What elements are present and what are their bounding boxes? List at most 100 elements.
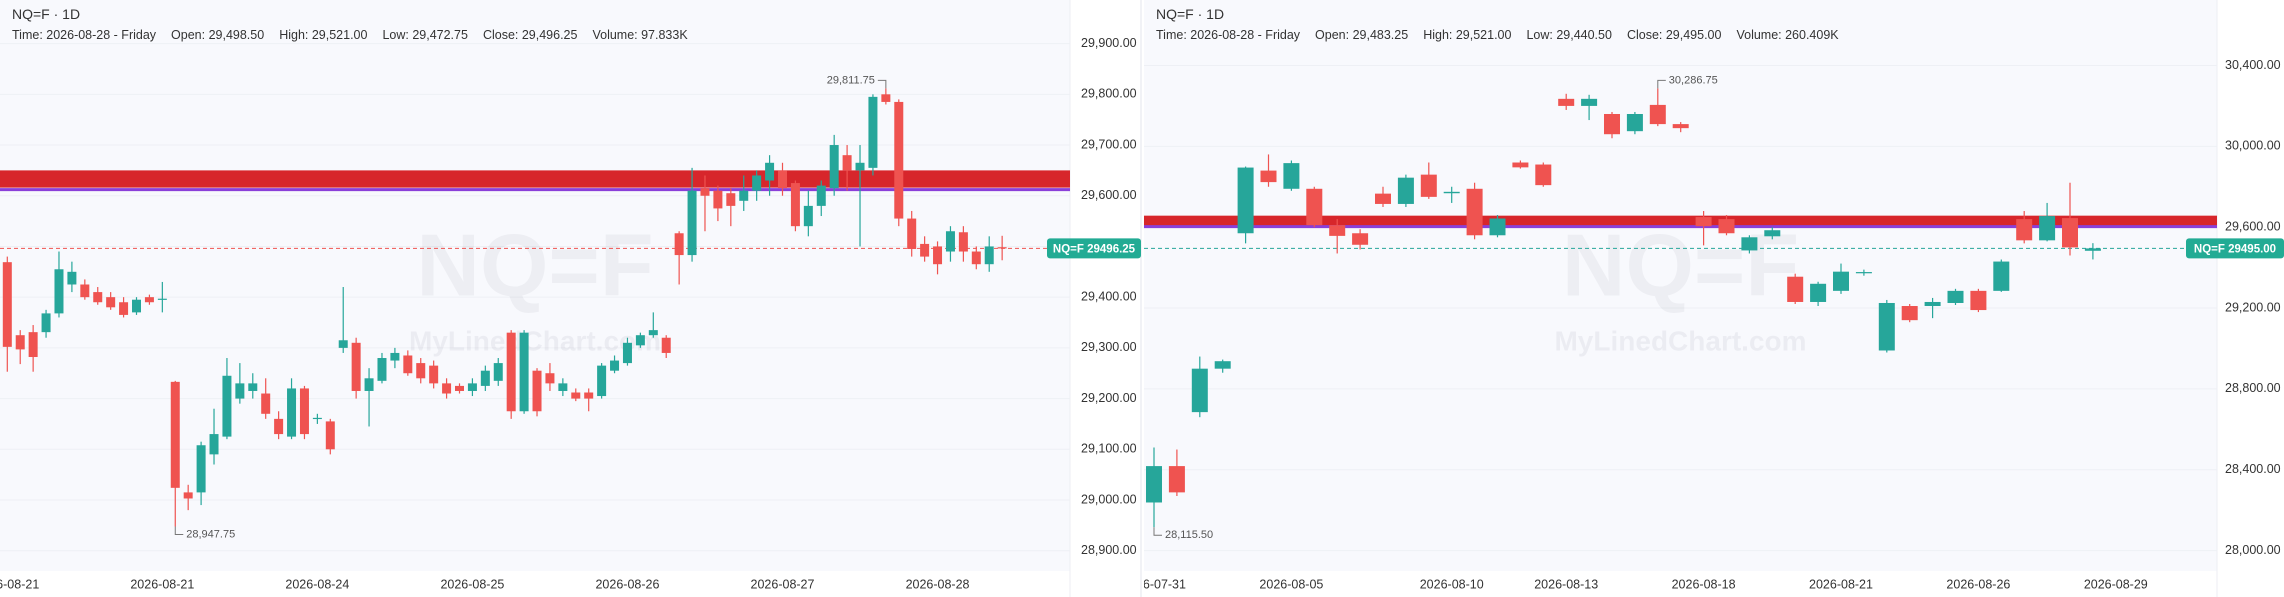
- candle-body: [1741, 237, 1758, 251]
- candle-body: [842, 155, 852, 171]
- price-tag-label: NQ=F 29496.25: [1053, 243, 1136, 255]
- x-tick-label: 2026-08-21: [0, 577, 39, 591]
- y-tick-label: 28,800.00: [2225, 381, 2281, 395]
- price-band: [0, 170, 1070, 188]
- x-tick-label: 2026-08-05: [1259, 577, 1323, 591]
- candle-body: [338, 340, 348, 348]
- candle-body: [377, 358, 387, 381]
- x-tick-label: 2026-08-27: [751, 577, 815, 591]
- info-item: Volume: 97.833K: [592, 28, 688, 42]
- y-tick-label: 29,800.00: [1081, 87, 1137, 101]
- candle-body: [480, 370, 490, 386]
- annotation-label: 30,286.75: [1669, 74, 1718, 86]
- candle-body: [984, 246, 994, 265]
- candle-body: [933, 246, 943, 265]
- candle-body: [635, 335, 645, 346]
- candle-body: [1260, 170, 1277, 183]
- y-tick-label: 29,600.00: [2225, 219, 2281, 233]
- candle-body: [1833, 271, 1849, 291]
- candle-body: [248, 383, 258, 391]
- candle-body: [299, 388, 309, 435]
- plot-area: NQ=F MyLinedChart.com 30,286.75 28,115.50: [1144, 64, 2217, 552]
- candle-body: [997, 247, 1007, 249]
- candle-body: [1329, 225, 1346, 236]
- candle-body: [15, 335, 25, 350]
- y-tick-label: 29,100.00: [1081, 442, 1137, 456]
- candle-body: [1649, 104, 1666, 125]
- candle-body: [752, 175, 762, 191]
- candle-body: [390, 352, 400, 361]
- candle-body: [364, 378, 374, 391]
- candle-body: [442, 383, 452, 394]
- x-tick-label: 2026-07-31: [1122, 577, 1186, 591]
- chart-title: NQ=F · 1D: [1156, 6, 1225, 22]
- candle-body: [429, 365, 439, 384]
- watermark: NQ=F: [1562, 215, 1799, 314]
- candle-body: [1306, 188, 1323, 226]
- annotation-leader: [1657, 79, 1666, 89]
- x-tick-label: 2026-08-21: [1809, 577, 1873, 591]
- candle-body: [713, 190, 723, 209]
- candle-body: [829, 145, 839, 189]
- y-tick-label: 30,400.00: [2225, 58, 2281, 72]
- info-item: High: 29,521.00: [279, 28, 368, 42]
- info-item: Time: 2026-08-28 - Friday: [1156, 28, 1301, 42]
- annotation-leader: [1153, 527, 1162, 536]
- candle-body: [106, 297, 116, 308]
- candle-body: [1581, 98, 1598, 106]
- candle-body: [1397, 177, 1414, 204]
- x-tick-label: 2026-08-24: [285, 577, 349, 591]
- watermark: MyLinedChart.com: [1554, 325, 1806, 356]
- candle-body: [700, 188, 710, 196]
- chart-header: NQ=F · 1D Time: 2026-08-28 - Friday Open: …: [1156, 6, 1839, 42]
- info-item: Low: 29,472.75: [382, 28, 468, 42]
- y-tick-label: 29,200.00: [2225, 300, 2281, 314]
- x-tick-label: 2026-08-26: [595, 577, 659, 591]
- candle-body: [584, 392, 594, 399]
- y-tick-label: 29,300.00: [1081, 340, 1137, 354]
- plot-area: NQ=F MyLinedChart.com 29,811.75 28,947.75: [0, 43, 1070, 552]
- candle-body: [739, 190, 749, 201]
- candle-body: [765, 162, 775, 181]
- x-tick-label: 2026-08-13: [1534, 577, 1598, 591]
- candle-body: [945, 231, 955, 252]
- candle-body: [325, 421, 335, 450]
- candle-body: [1535, 164, 1552, 186]
- x-tick-label: 2026-08-26: [1946, 577, 2010, 591]
- annotation-leader: [174, 526, 184, 536]
- y-tick-label: 30,000.00: [2225, 139, 2281, 153]
- candle-body: [2084, 248, 2101, 251]
- candle-body: [144, 297, 154, 303]
- annotation-label: 29,811.75: [827, 74, 875, 86]
- candle-body: [1947, 290, 1964, 303]
- candle-body: [558, 383, 568, 391]
- candle-body: [571, 392, 581, 399]
- candle-body: [803, 205, 813, 227]
- candle-body: [1443, 191, 1460, 194]
- candle-body: [894, 101, 904, 219]
- candle-body: [2, 262, 12, 347]
- candle-body: [597, 365, 607, 397]
- candle-body: [28, 332, 38, 358]
- plot-background: [1144, 0, 2217, 571]
- candle-body: [674, 233, 684, 256]
- x-tick-label: 2026-08-28: [906, 577, 970, 591]
- candle-body: [1626, 113, 1643, 132]
- candle-body: [661, 337, 671, 353]
- price-tag: [1047, 238, 1141, 259]
- candle-body: [403, 355, 413, 374]
- candle-body: [455, 385, 464, 391]
- candle-body: [1695, 217, 1712, 227]
- candle-body: [868, 96, 878, 168]
- candle-body: [519, 332, 529, 412]
- x-tick-label: 2026-08-10: [1420, 577, 1484, 591]
- y-tick-label: 29,600.00: [1081, 188, 1137, 202]
- candle-body: [687, 190, 697, 256]
- ohlc-info: Time: 2026-08-28 - Friday Open: 29,498.50…: [12, 28, 688, 42]
- x-tick-label: 2026-08-18: [1672, 577, 1736, 591]
- candle-body: [132, 299, 141, 313]
- candle-body: [1191, 368, 1208, 413]
- candle-body: [971, 251, 981, 265]
